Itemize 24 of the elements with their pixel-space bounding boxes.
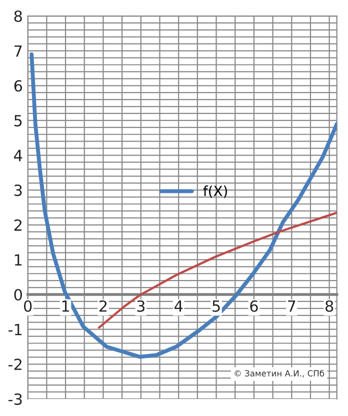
x-tick-label: 4 xyxy=(174,300,183,312)
x-tick-label: 0 xyxy=(24,300,32,312)
y-tick-label: 8 xyxy=(14,10,22,22)
line-series xyxy=(98,212,337,329)
y-tick-label: 3 xyxy=(14,184,22,196)
x-tick-label: 2 xyxy=(99,300,107,312)
y-tick-label: 5 xyxy=(14,115,22,126)
x-tick-label: 5 xyxy=(212,300,220,312)
x-tick-label: 1 xyxy=(62,300,69,312)
y-tick-label: -1 xyxy=(8,324,22,336)
y-tick-label: 1 xyxy=(14,254,22,266)
y-tick-label: -2 xyxy=(8,358,22,370)
y-tick-label: -3 xyxy=(8,393,22,405)
y-tick-label: 6 xyxy=(14,80,22,92)
y-tick-label: 0 xyxy=(14,288,22,301)
x-tick-label: 8 xyxy=(326,300,334,312)
legend-label: f(X) xyxy=(203,185,227,198)
x-tick-label: 7 xyxy=(288,300,296,312)
x-tick-label: 6 xyxy=(250,300,258,312)
y-tick-label: 4 xyxy=(14,150,22,162)
y-tick-label: 7 xyxy=(14,45,22,57)
x-tick-label: 3 xyxy=(137,300,145,312)
annotation: © Заметин А.И., СПб xyxy=(234,370,324,378)
y-tick-label: 2 xyxy=(14,219,22,231)
